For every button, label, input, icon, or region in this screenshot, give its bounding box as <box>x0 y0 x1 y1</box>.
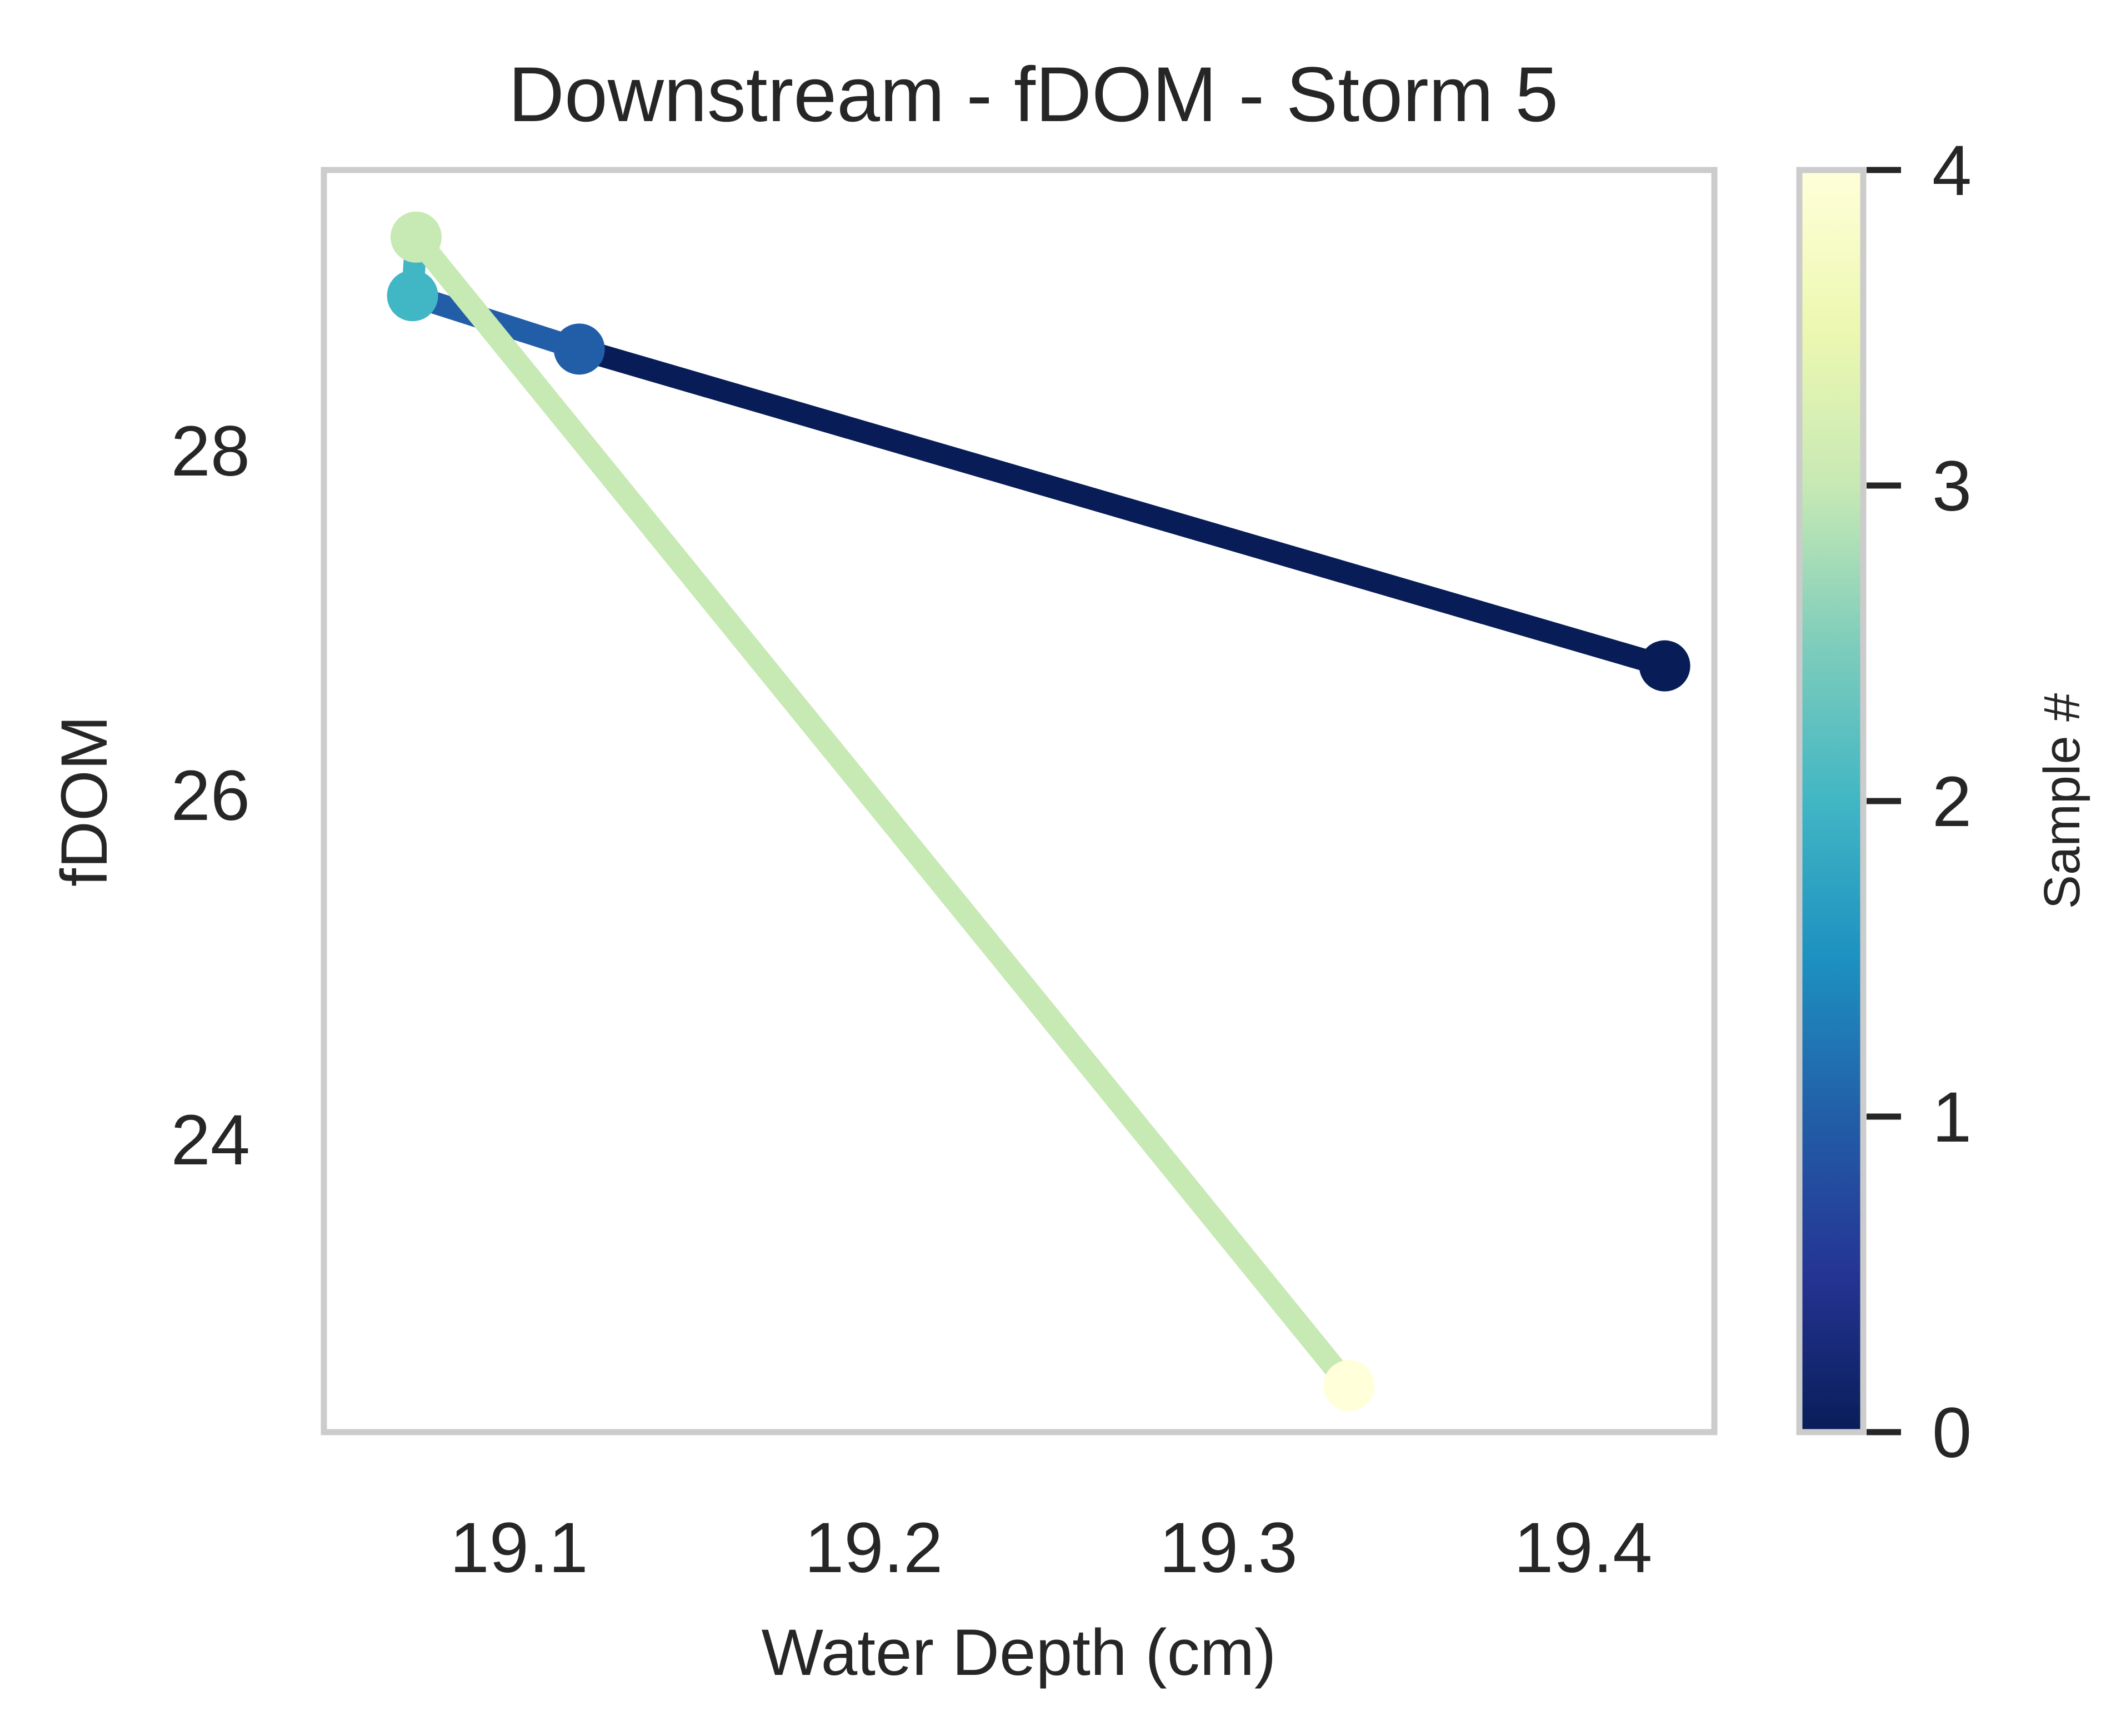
x-axis-label: Water Depth (cm) <box>762 1616 1277 1689</box>
series-segment <box>407 230 1358 1393</box>
colorbar-tick-label: 2 <box>1932 762 1972 842</box>
data-point <box>387 270 438 322</box>
data-point <box>1323 1360 1375 1412</box>
data-point <box>391 211 442 263</box>
y-tick-label: 28 <box>171 412 250 491</box>
x-tick-labels: 19.1 19.2 19.3 19.4 <box>450 1508 1653 1588</box>
x-tick-label: 19.1 <box>450 1508 588 1588</box>
chart-title: Downstream - fDOM - Storm 5 <box>508 51 1558 138</box>
y-axis-label: fDOM <box>48 716 121 887</box>
data-point <box>553 323 605 375</box>
plot-frame <box>321 167 1718 1435</box>
y-tick-label: 26 <box>171 756 250 836</box>
colorbar <box>1796 167 1867 1435</box>
y-tick-label: 24 <box>171 1100 250 1180</box>
data-point <box>1639 640 1690 692</box>
colorbar-label: Sample # <box>2034 693 2090 909</box>
x-tick-label: 19.3 <box>1159 1508 1298 1588</box>
x-tick-label: 19.4 <box>1514 1508 1652 1588</box>
plot-area <box>387 211 1690 1412</box>
colorbar-tick-label: 1 <box>1932 1078 1972 1157</box>
colorbar-tick-label: 3 <box>1932 447 1972 526</box>
colorbar-ticks: 0 1 2 3 4 <box>1867 131 1972 1473</box>
colorbar-tick-label: 0 <box>1932 1393 1972 1473</box>
colorbar-tick-label: 4 <box>1932 131 1972 211</box>
x-tick-label: 19.2 <box>804 1508 943 1588</box>
y-tick-labels: 24 26 28 <box>171 412 250 1180</box>
series-segment <box>576 338 1668 677</box>
